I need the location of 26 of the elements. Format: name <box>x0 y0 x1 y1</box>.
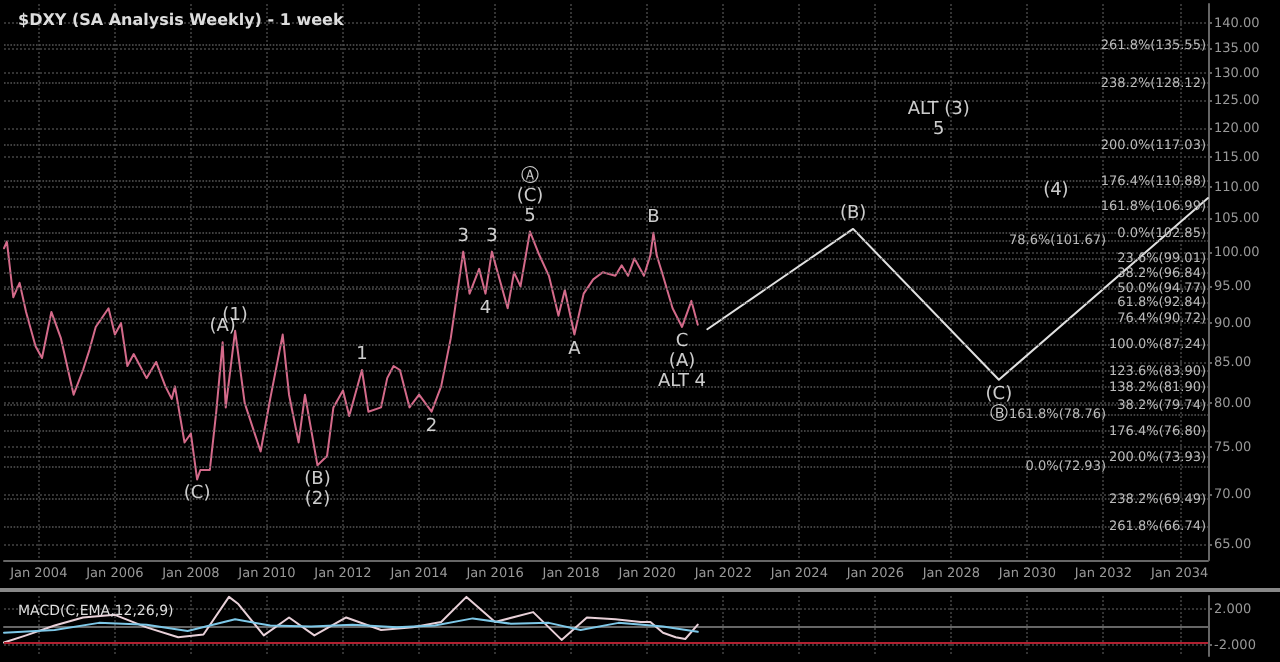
annotation: Ⓐ <box>520 164 539 187</box>
annotation: Ⓑ <box>989 402 1008 425</box>
annotation: (2) <box>304 490 331 511</box>
line-series <box>3 617 699 634</box>
chart-title: $DXY (SA Analysis Weekly) - 1 week <box>18 11 345 29</box>
annotation: (C) <box>183 484 211 505</box>
annotation: (B) <box>839 203 867 224</box>
annotation: (A) <box>668 351 696 372</box>
annotation: 5 <box>524 206 536 227</box>
annotation: A <box>568 339 583 360</box>
annotation: 4 <box>479 298 492 319</box>
annotation: 1 <box>356 345 368 366</box>
line-series <box>706 197 1209 381</box>
annotation: (4) <box>1043 180 1069 201</box>
annotation: (C) <box>985 384 1013 405</box>
annotation: B <box>647 207 660 228</box>
annotation: 5 <box>932 119 945 140</box>
annotation: ALT (3) <box>907 99 970 120</box>
annotation: 2 <box>425 416 438 437</box>
annotation: (B) <box>304 470 331 491</box>
annotation: ALT 4 <box>658 371 707 392</box>
annotation: 3 <box>457 226 469 247</box>
annotation: (C) <box>516 186 544 207</box>
line-series <box>3 595 699 644</box>
annotation: C <box>675 331 689 352</box>
annotation: 3 <box>486 226 498 247</box>
